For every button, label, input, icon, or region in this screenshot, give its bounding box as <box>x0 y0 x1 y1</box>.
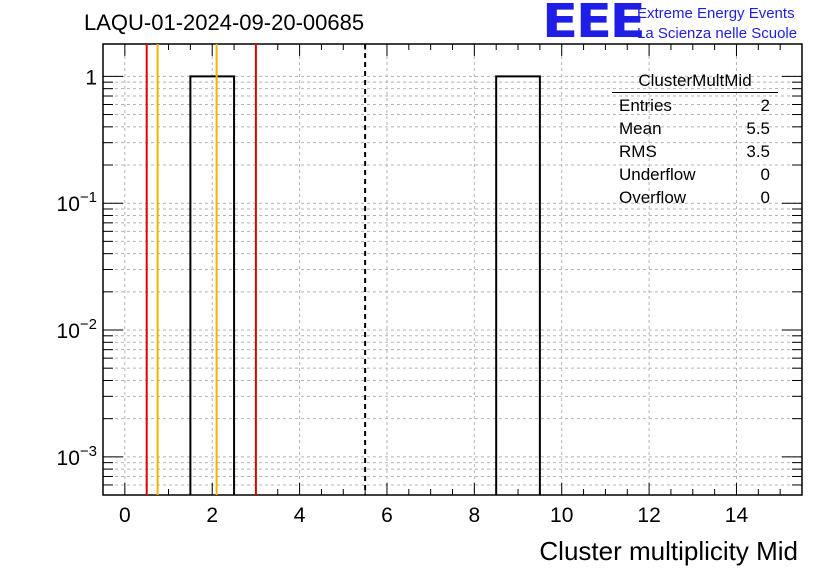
stats-value: 3.5 <box>746 142 770 161</box>
stats-row-underflow: Underflow 0 <box>612 163 778 186</box>
y-tick-label: 10−2 <box>57 316 97 343</box>
x-tick-label: 4 <box>294 504 306 527</box>
x-axis-title: Cluster multiplicity Mid <box>539 536 798 566</box>
stats-value: 5.5 <box>746 119 770 138</box>
run-title: LAQU-01-2024-09-20-00685 <box>84 10 365 35</box>
eee-logo-mark: EEE <box>542 0 646 48</box>
x-tick-label: 8 <box>469 504 481 527</box>
stats-box: ClusterMultMid Entries 2 Mean 5.5 RMS 3.… <box>612 71 778 209</box>
x-tick-label: 10 <box>550 504 573 527</box>
logo-line-1: Extreme Energy Events <box>637 5 795 22</box>
stats-label: Mean <box>619 119 662 138</box>
x-tick-label: 14 <box>725 504 749 527</box>
stats-row-mean: Mean 5.5 <box>612 117 778 140</box>
x-tick-label: 2 <box>206 504 218 527</box>
stats-row-rms: RMS 3.5 <box>612 140 778 163</box>
stats-row-entries: Entries 2 <box>612 94 778 117</box>
histogram-bin <box>495 75 541 495</box>
x-tick-label: 6 <box>381 504 393 527</box>
y-tick-label: 10−3 <box>57 443 97 470</box>
stats-label: Overflow <box>619 188 687 207</box>
stats-value: 2 <box>760 96 770 115</box>
stats-title: ClusterMultMid <box>612 71 778 93</box>
stats-label: Entries <box>619 96 672 115</box>
stats-value: 0 <box>760 188 770 207</box>
stats-label: Underflow <box>619 165 696 184</box>
stats-row-overflow: Overflow 0 <box>612 186 778 209</box>
x-tick-label: 0 <box>119 504 131 527</box>
histogram-bin <box>189 75 236 495</box>
stats-value: 0 <box>760 165 770 184</box>
y-tick-label: 10−1 <box>57 189 97 216</box>
x-tick-label: 12 <box>637 504 660 527</box>
stats-label: RMS <box>619 142 657 161</box>
logo-line-2: La Scienza nelle Scuole <box>637 25 798 42</box>
eee-logo: EEE Extreme Energy Events La Scienza nel… <box>542 0 834 48</box>
y-tick-label: 1 <box>85 66 97 89</box>
